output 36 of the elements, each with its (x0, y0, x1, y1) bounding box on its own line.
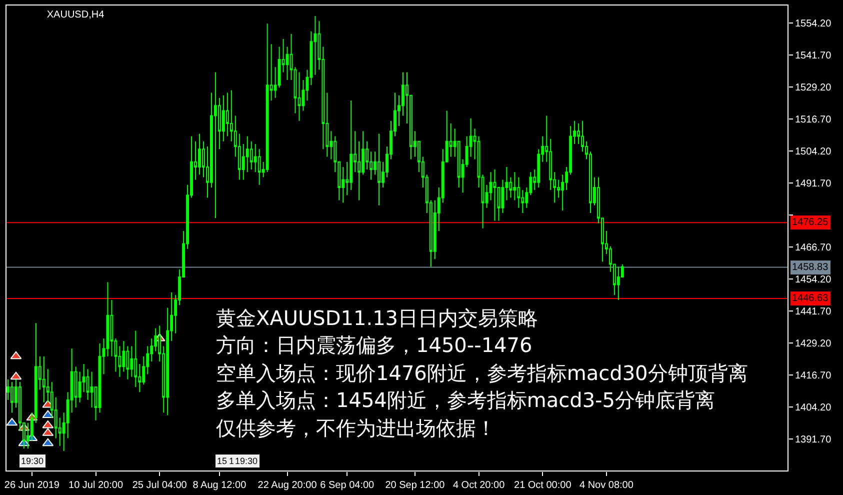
ref-line-label: 1476.25 (792, 217, 829, 228)
x-tick-label: 4 Nov 08:00 (579, 480, 634, 491)
y-tick-label: 1466.70 (795, 242, 832, 254)
ref-line-label: 1446.63 (792, 293, 829, 304)
x-tick-label: 4 Oct 20:00 (452, 480, 506, 491)
x-tick-label: 25 Jul 04:00 (132, 480, 188, 491)
annotation: 19:30 (235, 456, 258, 466)
y-tick-label: 1404.20 (795, 402, 832, 414)
x-tick-label: 22 Aug 20:00 (258, 480, 318, 491)
y-tick-label: 1441.70 (795, 306, 832, 318)
annotation: 15 (217, 456, 228, 466)
annotation: 仅供参考，不作为进出场依据！ (216, 416, 496, 440)
y-tick-label: 1516.70 (795, 114, 832, 126)
y-tick-label: 1454.20 (795, 274, 832, 286)
annotation: 19:30 (21, 456, 44, 466)
y-tick-label: 1529.20 (795, 82, 832, 94)
text: XAUUSD,H4 (46, 10, 105, 20)
ref-line-label: 1458.83 (792, 262, 829, 273)
y-tick-label: 1554.20 (795, 18, 832, 30)
y-tick-label: 1491.70 (795, 178, 832, 190)
annotation: 黄金XAUUSD11.13日日内交易策略 (216, 306, 538, 330)
x-tick-label: 10 Jul 20:00 (68, 480, 124, 491)
annotation: 空单入场点：现价1476附近，参考指标macd30分钟顶背离 (216, 361, 748, 385)
x-tick-label: 8 Aug 12:00 (192, 480, 247, 491)
y-tick-label: 1391.70 (795, 434, 832, 446)
x-tick-label: 26 Jun 2019 (4, 480, 60, 491)
y-tick-label: 1429.20 (795, 338, 832, 350)
annotation: 方向：日内震荡偏多，1450--1476 (216, 333, 532, 357)
y-tick-label: 1416.70 (795, 370, 832, 382)
y-tick-label: 1541.70 (795, 50, 832, 62)
x-tick-label: 6 Sep 04:00 (320, 480, 375, 491)
y-tick-label: 1504.20 (795, 146, 832, 158)
x-tick-label: 21 Oct 00:00 (514, 480, 572, 491)
x-tick-label: 20 Sep 12:00 (385, 480, 446, 491)
annotation: 1 (229, 456, 234, 466)
annotation: 多单入场点：1454附近，参考指标macd3-5分钟底背离 (216, 388, 715, 412)
